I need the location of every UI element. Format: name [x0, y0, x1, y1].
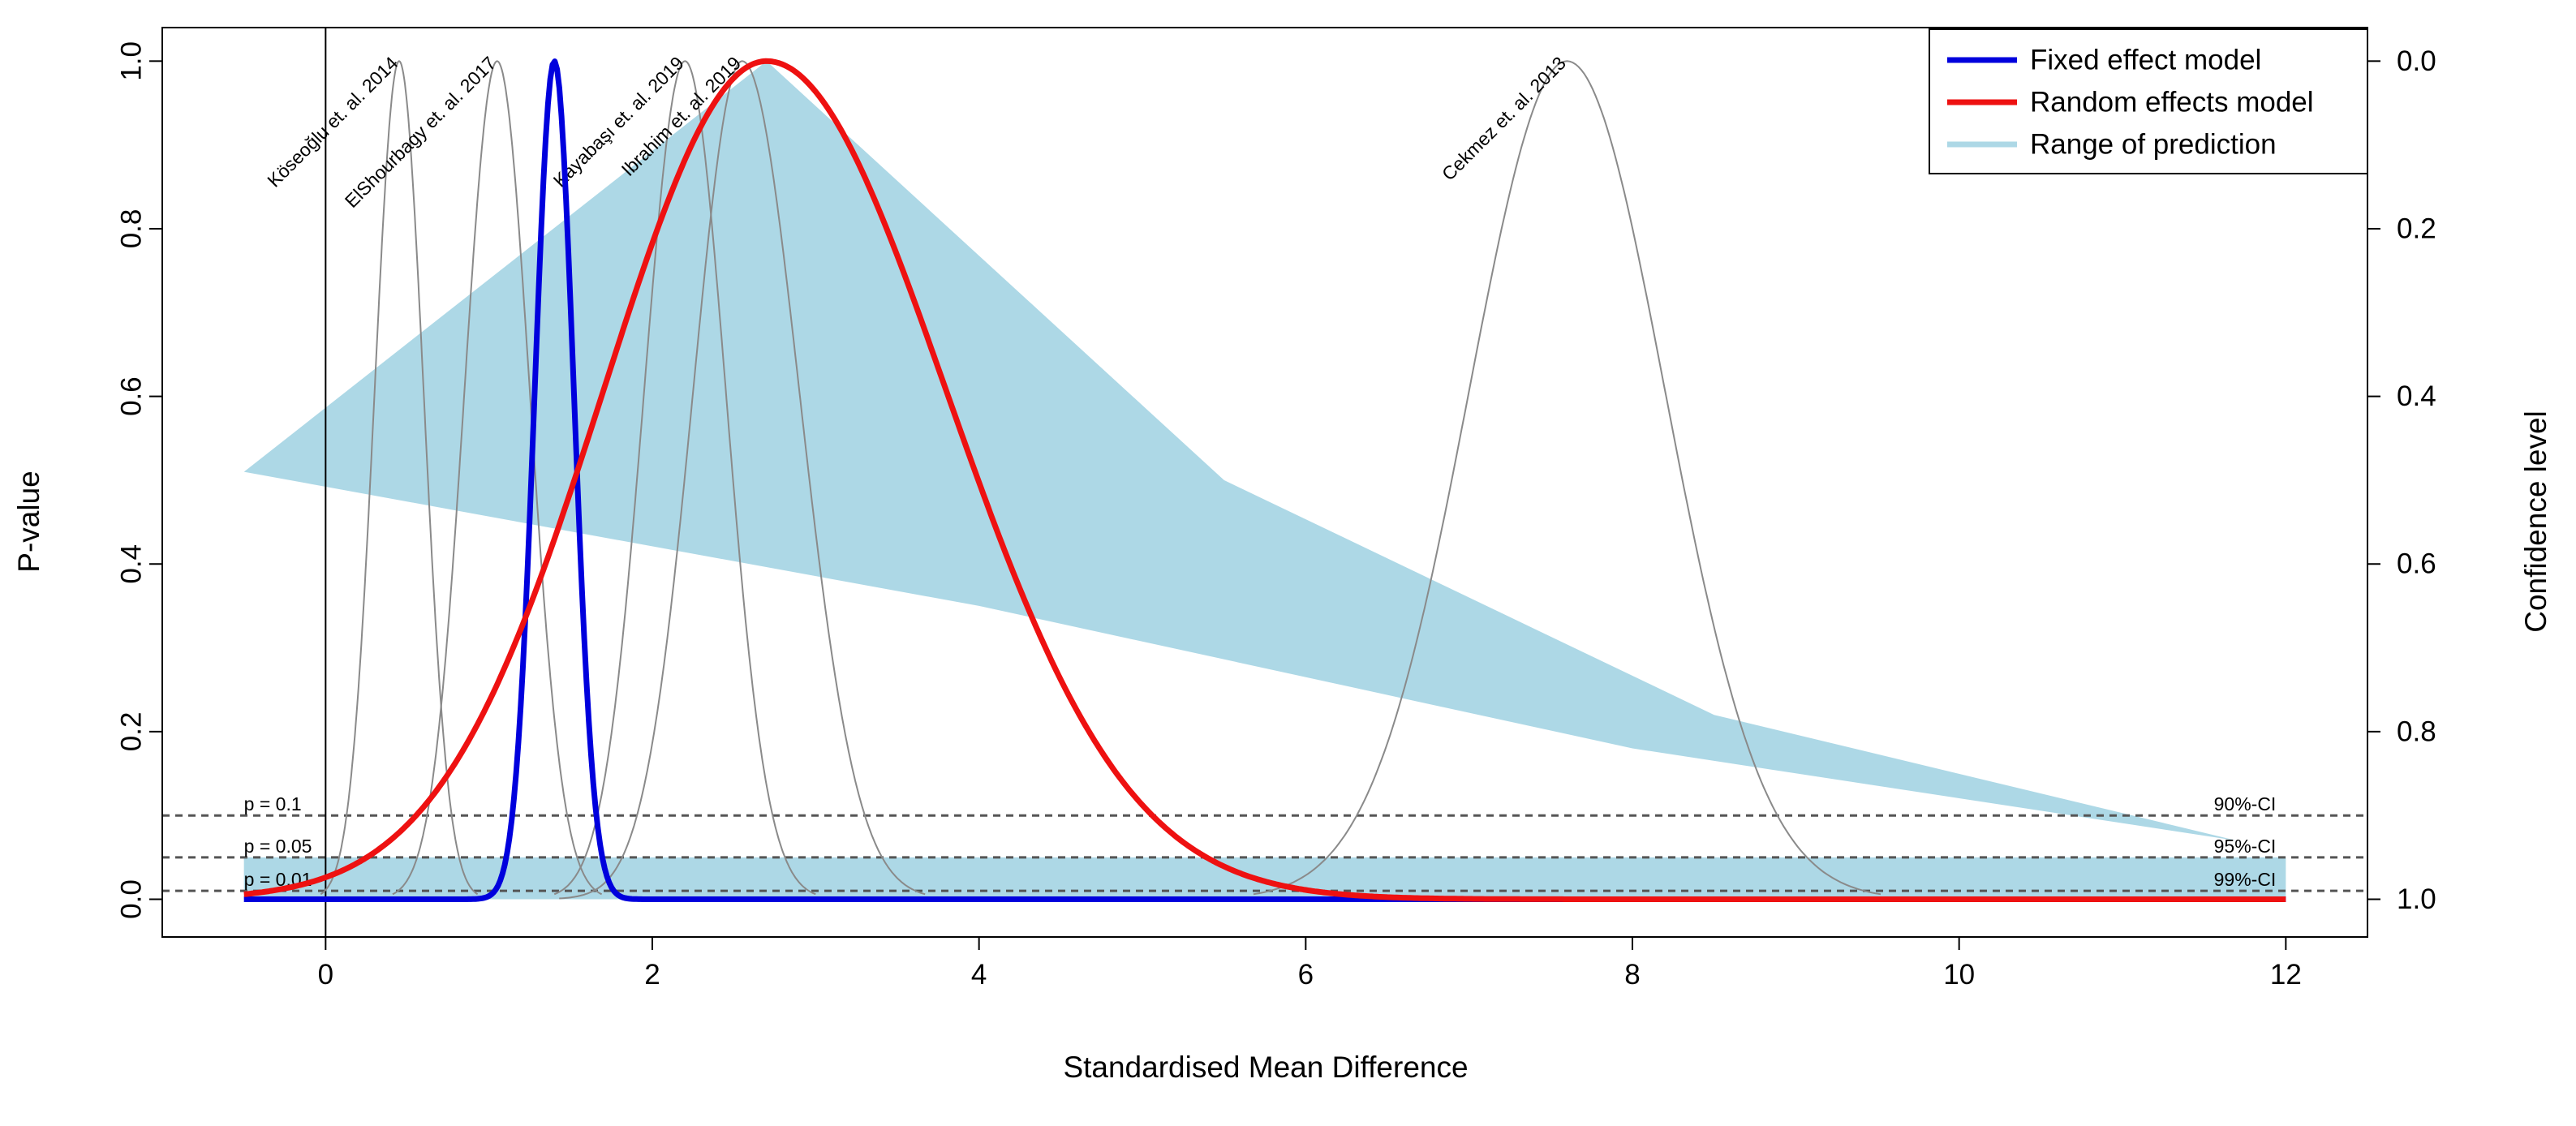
plot-frame [161, 27, 2368, 938]
right-tick-label: 0.0 [2397, 45, 2436, 77]
plot-area: p = 0.1 90%-CIp = 0.05 95%-CIp = 0.01 99%-C… [116, 27, 2436, 991]
x-tick-label: 10 [1943, 959, 1975, 991]
reference-line-label: p = 0.1 [244, 793, 302, 814]
reference-ci-label: 95%-CI [2214, 836, 2277, 857]
right-axis-title: Confidence level [2519, 410, 2552, 633]
legend-label: Random effects model [2030, 87, 2314, 118]
legend-label: Fixed effect model [2030, 45, 2261, 76]
prediction-region [243, 61, 2237, 841]
x-axis-title: Standardised Mean Difference [1063, 1051, 1468, 1084]
x-tick-label: 12 [2270, 959, 2302, 991]
x-tick-label: 0 [318, 959, 333, 991]
y-tick-label: 0.6 [116, 376, 148, 416]
y-tick-label: 0.2 [116, 712, 148, 752]
right-tick-label: 0.2 [2397, 213, 2436, 244]
reference-line-label: p = 0.05 [244, 836, 312, 857]
study-label: Cekmez et. al. 2013 [1438, 52, 1570, 184]
y-tick-label: 0.8 [116, 209, 148, 249]
study-curve [392, 60, 603, 896]
right-tick-label: 0.8 [2397, 716, 2436, 747]
y-tick-label: 0.0 [116, 879, 148, 919]
right-tick-label: 0.4 [2397, 380, 2436, 412]
x-tick-label: 4 [971, 959, 987, 991]
y-tick-label: 1.0 [116, 41, 148, 81]
right-tick-label: 1.0 [2397, 883, 2436, 915]
legend: Fixed effect model Random effects model Ra… [1929, 28, 2368, 174]
y-tick-label: 0.4 [116, 544, 148, 584]
legend-label: Range of prediction [2030, 129, 2277, 161]
x-tick-label: 6 [1298, 959, 1314, 991]
random-effects-curve [243, 58, 2286, 902]
right-tick-label: 0.6 [2397, 548, 2436, 580]
x-tick-label: 8 [1624, 959, 1640, 991]
study-curve [320, 60, 479, 896]
y-axis-title: P-value [12, 471, 45, 572]
reference-ci-label: 99%-CI [2214, 869, 2277, 890]
x-tick-label: 2 [644, 959, 660, 991]
study-curve [559, 60, 926, 900]
reference-ci-label: 90%-CI [2214, 793, 2277, 814]
prediction-band [243, 857, 2286, 900]
study-curve [1253, 60, 1881, 896]
